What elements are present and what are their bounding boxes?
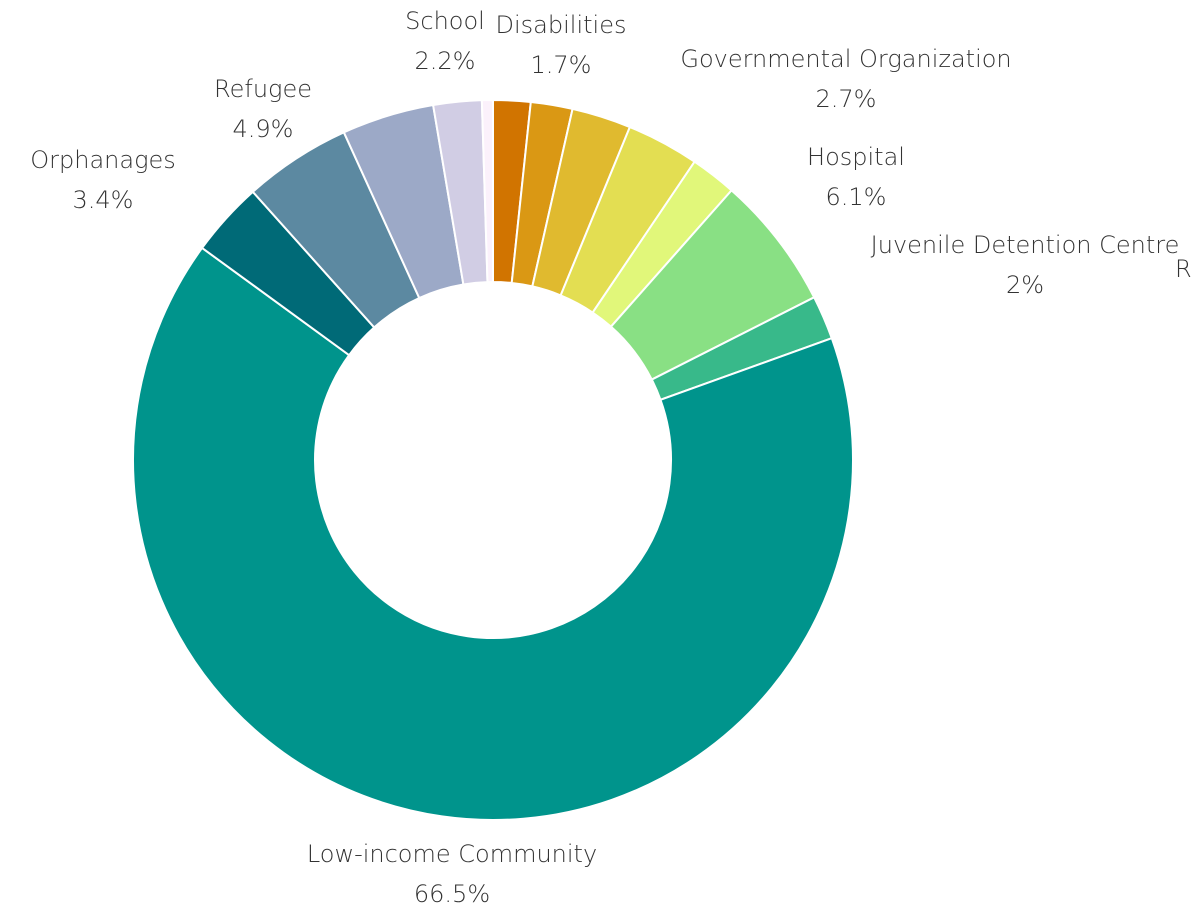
- slice-unlabeled-12: [480, 98, 494, 284]
- slice-value-school: 2.2%: [415, 47, 476, 75]
- slice-label-refugee: Refugee: [214, 75, 312, 103]
- slice-value-governmental-organization: 2.7%: [816, 85, 877, 113]
- slice-value-hospital: 6.1%: [826, 183, 887, 211]
- slice-label-disabilities: Disabilities: [496, 11, 627, 39]
- slice-label-orphanages: Orphanages: [30, 146, 176, 174]
- slice-value-refugee: 4.9%: [233, 115, 294, 143]
- slice-value-orphanages: 3.4%: [73, 186, 134, 214]
- slice-value-low-income-community: 66.5%: [414, 880, 490, 908]
- slice-label-low-income-community: Low-income Community: [307, 840, 597, 868]
- slices-layer: [132, 98, 854, 821]
- slice-value-juvenile-detention-centre: 2%: [1006, 271, 1044, 299]
- slice-label-governmental-organization: Governmental Organization: [680, 45, 1011, 73]
- labels-layer: Disabilities 1.7% Governmental Organizatio…: [30, 7, 1191, 908]
- slice-value-disabilities: 1.7%: [531, 51, 592, 79]
- slice-label-hospital: Hospital: [807, 143, 905, 171]
- clipped-label: R: [1175, 255, 1192, 283]
- slice-label-school: School: [405, 7, 485, 35]
- slice-low-income-community: [132, 246, 854, 821]
- slice-label-juvenile-detention-centre: Juvenile Detention Centre: [871, 231, 1180, 259]
